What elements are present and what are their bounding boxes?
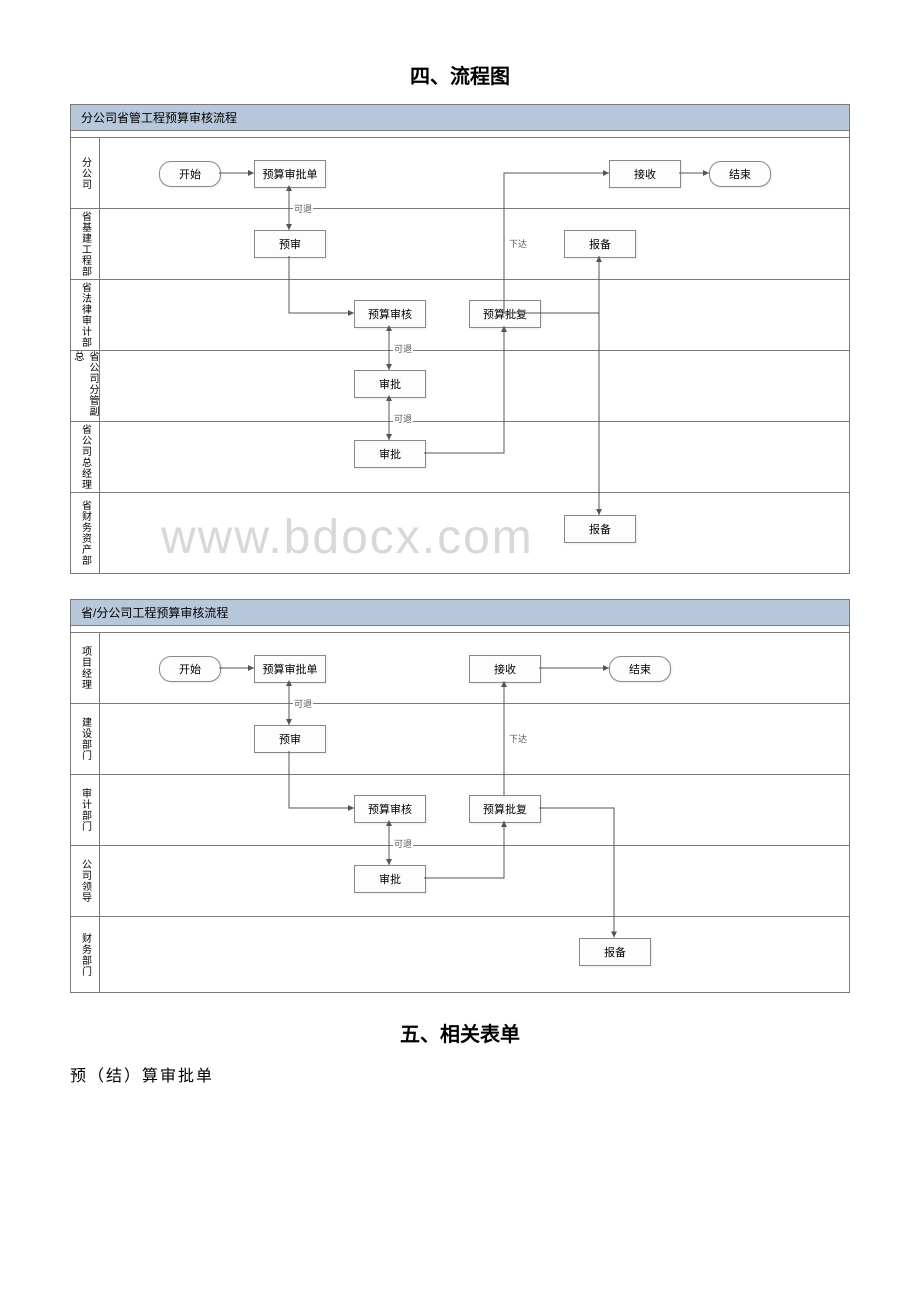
arrows-svg xyxy=(99,138,849,568)
lane-label: 财务部门 xyxy=(71,917,100,992)
process-node: 预算审核 xyxy=(354,795,426,823)
diagram-1-lanes: 分公司省基建工程部省法律审计部省公司分管副总省公司总经理省财务资产部 开始 预算审批… xyxy=(71,138,849,573)
process-node: 预算批复 xyxy=(469,795,541,823)
lane-label: 建设部门 xyxy=(71,704,100,774)
process-node: 报备 xyxy=(579,938,651,966)
lane-label: 省公司总经理 xyxy=(71,422,100,492)
terminator-node: 结束 xyxy=(709,161,771,187)
diagram-2-title: 省/分公司工程预算审核流程 xyxy=(71,600,849,626)
edge-label: 下达 xyxy=(508,732,528,745)
lane-label: 项目经理 xyxy=(71,633,100,703)
form-name: 预（结）算审批单 xyxy=(70,1062,850,1086)
edge-label: 可退 xyxy=(393,412,413,425)
swimlane-diagram-2: 省/分公司工程预算审核流程 项目经理建设部门审计部门公司领导财务部门 开始 预算审批… xyxy=(70,599,850,993)
edge-label: 可退 xyxy=(393,342,413,355)
edge-label: 下达 xyxy=(508,237,528,250)
process-node: 报备 xyxy=(564,515,636,543)
lane-label: 省法律审计部 xyxy=(71,280,100,350)
diagram-2-lanes: 项目经理建设部门审计部门公司领导财务部门 开始 预算审批单预审预算审核审批 预算批复 接… xyxy=(71,633,849,992)
diagram-overlay: 开始预算审批单预审预算审核审批预算批复接收结束报备可退可退下达 xyxy=(99,633,849,988)
section-5-heading: 五、相关表单 xyxy=(70,1018,850,1047)
lane-label: 省基建工程部 xyxy=(71,209,100,279)
process-node: 报备 xyxy=(564,230,636,258)
edge-label: 可退 xyxy=(393,837,413,850)
edge-label: 可退 xyxy=(293,697,313,710)
diagram-overlay: 开始预算审批单预审预算审核审批审批预算批复报备接收结束报备可退可退可退下达 xyxy=(99,138,849,568)
process-node: 审批 xyxy=(354,865,426,893)
process-node: 预算审批单 xyxy=(254,655,326,683)
lane-label: 分公司 xyxy=(71,138,100,208)
lane-label: 省公司分管副总 xyxy=(71,351,100,421)
process-node: 审批 xyxy=(354,440,426,468)
process-node: 接收 xyxy=(469,655,541,683)
terminator-node: 结束 xyxy=(609,656,671,682)
terminator-node: 开始 xyxy=(159,656,221,682)
process-node: 接收 xyxy=(609,160,681,188)
edge-label: 可退 xyxy=(293,202,313,215)
process-node: 预算审核 xyxy=(354,300,426,328)
terminator-node: 开始 xyxy=(159,161,221,187)
swimlane-diagram-1: 分公司省管工程预算审核流程 分公司省基建工程部省法律审计部省公司分管副总省公司总… xyxy=(70,104,850,574)
lane-label: 审计部门 xyxy=(71,775,100,845)
process-node: 预审 xyxy=(254,725,326,753)
diagram-1-title: 分公司省管工程预算审核流程 xyxy=(71,105,849,131)
lane-label: 公司领导 xyxy=(71,846,100,916)
section-4-heading: 四、流程图 xyxy=(70,60,850,89)
process-node: 预审 xyxy=(254,230,326,258)
diagram-2-gap xyxy=(71,626,849,633)
lane-label: 省财务资产部 xyxy=(71,493,100,573)
diagram-1-gap xyxy=(71,131,849,138)
process-node: 审批 xyxy=(354,370,426,398)
process-node: 预算批复 xyxy=(469,300,541,328)
process-node: 预算审批单 xyxy=(254,160,326,188)
